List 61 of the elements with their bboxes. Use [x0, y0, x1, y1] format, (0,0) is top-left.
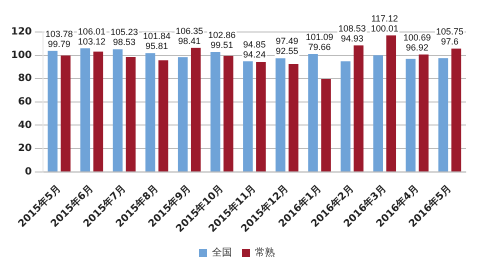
- data-label: 117.12: [371, 13, 398, 24]
- data-label: 101.09: [306, 32, 334, 42]
- bar: [93, 52, 104, 172]
- bar: [373, 55, 383, 172]
- bar: [308, 54, 318, 172]
- bar: [276, 58, 286, 172]
- data-label: 105.23: [110, 27, 138, 38]
- data-label: 98.53: [112, 37, 136, 48]
- bar: [224, 56, 234, 172]
- bar: [256, 62, 266, 172]
- data-label: 99.79: [48, 38, 70, 49]
- y-tick-label: 20: [18, 143, 32, 154]
- data-label: 94.85: [243, 39, 266, 50]
- legend-label: 全国: [212, 246, 232, 259]
- data-label: 103.78: [45, 28, 73, 39]
- data-label: 108.53: [338, 23, 366, 34]
- data-label: 97.49: [276, 36, 298, 46]
- data-label: 105.75: [436, 26, 464, 37]
- y-tick-label: 100: [11, 50, 32, 61]
- bar: [80, 48, 90, 172]
- data-label: 92.55: [276, 46, 298, 56]
- bar: [386, 35, 396, 172]
- data-label: 106.35: [176, 26, 204, 36]
- bar: [288, 64, 298, 172]
- data-label: 103.12: [78, 36, 106, 46]
- data-label: 100.69: [403, 32, 431, 42]
- y-tick-label: 120: [11, 26, 32, 38]
- data-label: 96.92: [406, 42, 428, 52]
- bar: [178, 57, 188, 172]
- bar: [60, 56, 71, 172]
- bar: [418, 54, 429, 172]
- bar: [190, 48, 201, 172]
- data-label: 101.84: [143, 31, 171, 42]
- bar: [48, 50, 58, 172]
- data-label: 94.24: [243, 49, 266, 60]
- data-label: 102.86: [208, 30, 236, 40]
- y-tick-label: 60: [18, 96, 32, 108]
- bar: [126, 57, 136, 172]
- bar: [354, 45, 364, 172]
- y-tick-label: 80: [18, 73, 32, 84]
- data-label: 100.01: [370, 23, 398, 34]
- bar: [158, 60, 168, 172]
- bar: [321, 79, 331, 172]
- y-tick-label: 0: [24, 166, 32, 178]
- data-label: 97.6: [440, 36, 458, 47]
- y-tick-label: 40: [18, 120, 32, 131]
- bar: [406, 58, 416, 172]
- bar: [210, 52, 220, 172]
- bar: [451, 48, 462, 172]
- bar: [438, 58, 448, 172]
- data-label: 98.41: [178, 36, 201, 46]
- legend-label: 常熟: [255, 246, 275, 259]
- data-label: 106.01: [78, 26, 106, 36]
- bar: [340, 61, 350, 172]
- bar: [112, 49, 123, 172]
- bar: [243, 61, 253, 172]
- bar: [145, 53, 156, 172]
- data-label: 99.51: [210, 40, 234, 50]
- data-label: 94.93: [340, 33, 364, 44]
- data-label: 79.66: [308, 42, 331, 52]
- data-label: 95.81: [146, 41, 168, 52]
